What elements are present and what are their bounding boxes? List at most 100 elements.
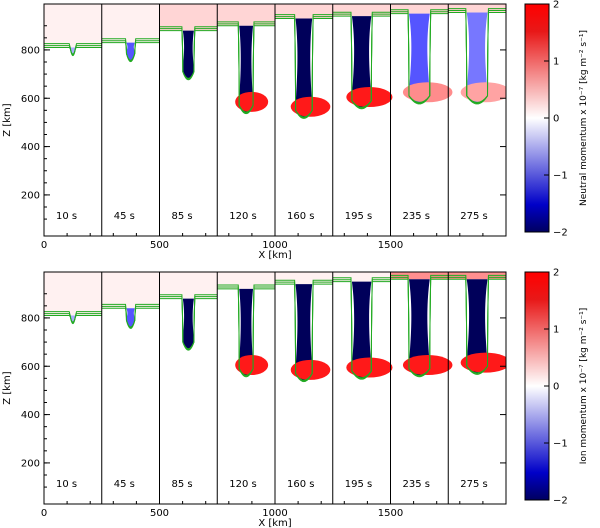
x-axis-label: X [km] [258,250,291,261]
colorbar-tick-label: 1 [553,57,559,68]
momentum-field [44,4,506,119]
y-axis-label: Z [km] [2,371,13,404]
falling-finger [408,13,430,104]
falling-finger [466,12,488,104]
y-tick-label: 600 [21,362,40,373]
rising-flow [460,82,506,103]
falling-finger [239,25,254,113]
upper-layer [390,4,449,14]
colorbar-tick-label: −2 [553,228,568,239]
colorbar-tick-label: 2 [553,0,559,11]
time-label: 85 s [172,211,193,222]
field-line [217,284,275,378]
time-label: 195 s [345,211,372,222]
time-label: 275 s [460,479,487,490]
y-tick-label: 800 [21,45,40,56]
upper-layer [332,4,391,17]
rising-flow [402,355,453,376]
colorbar-tick-label: 0 [553,382,559,393]
y-tick-label: 200 [21,190,40,201]
falling-finger [239,288,254,376]
colorbar-label: Neutral momentum x 10⁻⁷ [kg m⁻² s⁻¹] [579,30,589,206]
snapshot-275s [448,272,506,375]
snapshot-85s [159,272,218,351]
field-line [448,274,506,375]
field-line [275,279,333,383]
x-tick-label: 1500 [378,508,403,519]
upper-layer [44,4,102,48]
field-line [275,14,333,119]
snapshot-120s [217,4,275,115]
snapshot-85s [159,4,218,81]
field-line [44,311,102,325]
falling-finger [351,281,372,379]
upper-layer [44,272,102,316]
colorbar-label: Ion momentum x 10⁻⁷ [kg m⁻² s⁻¹] [579,308,589,465]
field-line [159,294,218,351]
y-tick-label: 800 [21,313,40,324]
time-label: 160 s [287,479,314,490]
snapshot-45s [101,4,160,63]
rising-flow [346,87,393,108]
snapshot-160s [275,272,333,383]
colorbar: −2 −1 0 1 2 Ion momentum x 10⁻⁷ [kg m⁻² s⁻¹] [524,268,589,507]
falling-finger [182,298,194,350]
upper-layer [101,272,160,309]
field-line [448,8,506,105]
falling-finger [408,279,430,376]
rising-flow [290,96,331,117]
snapshot-195s [332,272,393,380]
field-line [44,43,102,57]
rising-flow [235,355,269,376]
x-tick-label: 0 [41,508,47,519]
snapshot-10s [44,272,102,325]
x-tick-label: 0 [41,240,47,251]
time-label: 275 s [460,211,487,222]
upper-layer [448,272,506,280]
colorbar-tick-label: 2 [553,268,559,279]
x-tick-label: 1000 [262,508,287,519]
time-label: 10 s [56,211,77,222]
upper-layer [217,272,275,289]
field-line [332,11,391,110]
upper-layer [448,4,506,13]
snapshot-235s [390,4,453,105]
colorbar-tick-label: −2 [553,496,568,507]
colorbar-tick-label: 0 [553,114,559,125]
x-axis-label: X [km] [258,518,291,528]
falling-finger [126,42,135,61]
falling-finger [466,279,488,374]
upper-layer [275,272,333,285]
colorbar-tick-label: −1 [553,171,568,182]
rising-flow [402,82,453,103]
field-line [101,38,160,63]
x-tick-label: 1000 [262,240,287,251]
upper-layer [217,4,275,26]
snapshot-45s [101,272,160,329]
snapshot-10s [44,4,102,57]
chart-panel-top: 10 s 45 s 85 s 120 s 160 s 195 s 235 s 275 s 0 50… [2,0,589,261]
time-label: 120 s [229,211,256,222]
snapshot-195s [332,4,393,110]
colorbar-tick-label: 1 [553,325,559,336]
y-tick-label: 400 [21,142,40,153]
field-line [159,26,218,81]
rising-flow [290,359,331,380]
field-line [390,9,449,105]
snapshot-120s [217,272,275,378]
rising-flow [235,91,269,112]
y-axis-label: Z [km] [2,103,13,136]
field-line [101,303,160,329]
field-line [390,274,449,378]
y-tick-label: 200 [21,458,40,469]
snapshot-275s [448,4,506,105]
upper-layer [390,272,449,280]
falling-finger [295,284,313,381]
field-line [332,277,391,380]
y-tick-label: 600 [21,94,40,105]
colorbar-tick-label: −1 [553,439,568,450]
upper-layer [332,272,391,282]
rising-flow [346,357,393,378]
falling-finger [295,18,313,118]
x-tick-label: 500 [150,240,169,251]
